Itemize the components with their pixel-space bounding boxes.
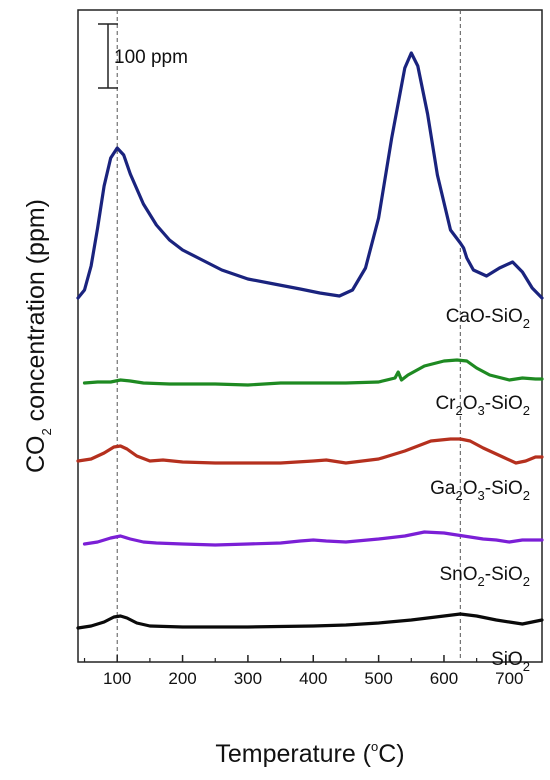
- x-tick-label-700: 700: [495, 669, 523, 688]
- x-tick-label-600: 600: [430, 669, 458, 688]
- series-label-2: Ga2O3-SiO2: [430, 478, 530, 503]
- series-line-0: [76, 51, 544, 300]
- x-tick-label-300: 300: [234, 669, 262, 688]
- x-tick-label-400: 400: [299, 669, 327, 688]
- series-label-4: SiO2: [491, 649, 530, 674]
- x-tick-label-500: 500: [364, 669, 392, 688]
- scale-bar: 100 ppm: [98, 23, 188, 89]
- series-layer: [76, 51, 544, 630]
- series-line-4: [76, 612, 544, 630]
- series-line-3: [82, 530, 544, 547]
- plot-frame: [77, 9, 543, 663]
- reference-lines: [116, 10, 461, 662]
- x-tick-label-200: 200: [168, 669, 196, 688]
- series-label-1: Cr2O3-SiO2: [435, 393, 530, 418]
- x-axis-title: Temperature (oC): [215, 739, 404, 768]
- series-line-1: [82, 358, 544, 387]
- series-line-2: [76, 437, 544, 465]
- series-label-0: CaO-SiO2: [446, 306, 530, 331]
- series-labels: CaO-SiO2 Cr2O3-SiO2 Ga2O3-SiO2 SnO2-SiO2 SiO…: [430, 306, 530, 674]
- series-label-3: SnO2-SiO2: [440, 564, 531, 589]
- y-axis-title: CO2 concentration (ppm): [22, 199, 54, 473]
- x-axis-ticks: 100 200 300 400 500 600 700: [83, 655, 524, 688]
- x-tick-label-100: 100: [103, 669, 131, 688]
- scale-bar-label: 100 ppm: [114, 47, 188, 68]
